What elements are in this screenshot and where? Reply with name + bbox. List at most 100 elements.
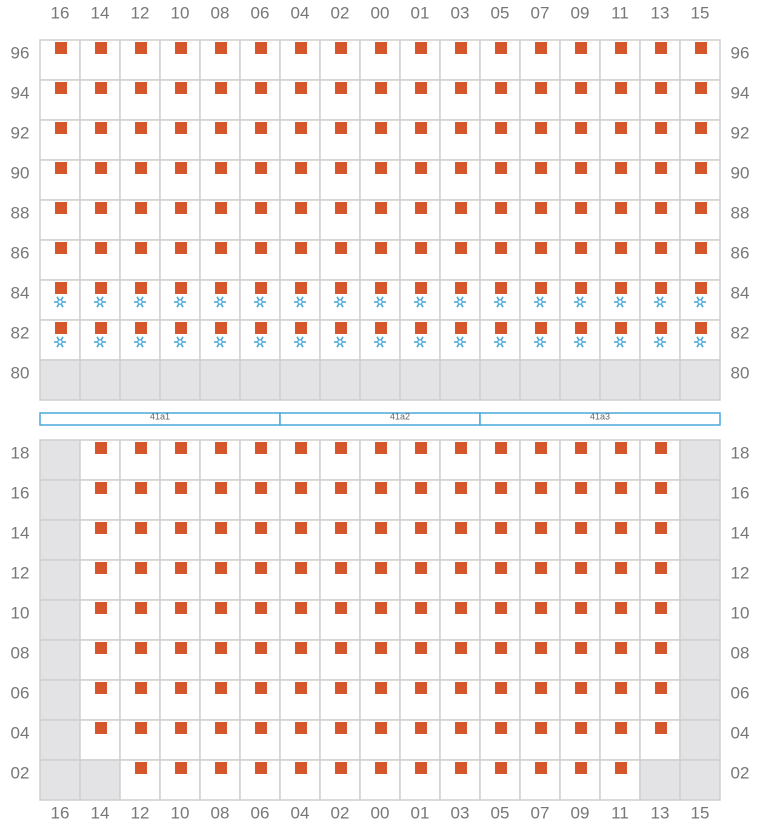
- container: [295, 482, 307, 494]
- slot: [79, 759, 121, 801]
- container: [95, 322, 107, 334]
- container: [215, 522, 227, 534]
- container: [375, 162, 387, 174]
- container: [255, 482, 267, 494]
- reefer-dot: [177, 299, 183, 305]
- container: [95, 82, 107, 94]
- row-label: 82: [11, 323, 30, 342]
- slot: [679, 39, 721, 81]
- container: [295, 82, 307, 94]
- container: [655, 682, 667, 694]
- container: [455, 282, 467, 294]
- slot: [119, 599, 161, 641]
- reefer-dot: [137, 339, 143, 345]
- container: [375, 762, 387, 774]
- row-label: 86: [11, 243, 30, 262]
- slot: [399, 359, 441, 401]
- container: [295, 682, 307, 694]
- row-label: 18: [11, 443, 30, 462]
- container: [535, 442, 547, 454]
- container: [535, 162, 547, 174]
- reefer-icon: [494, 296, 506, 308]
- slot: [39, 639, 81, 681]
- row-label: 02: [731, 763, 750, 782]
- container: [295, 442, 307, 454]
- column-label: 11: [611, 803, 629, 822]
- container: [535, 522, 547, 534]
- container: [535, 42, 547, 54]
- container: [575, 282, 587, 294]
- container: [495, 562, 507, 574]
- container: [375, 122, 387, 134]
- container: [295, 322, 307, 334]
- reefer-dot: [417, 299, 423, 305]
- container: [535, 722, 547, 734]
- container: [375, 442, 387, 454]
- container: [375, 682, 387, 694]
- container: [535, 122, 547, 134]
- container: [615, 602, 627, 614]
- container: [95, 482, 107, 494]
- container: [255, 642, 267, 654]
- container: [255, 762, 267, 774]
- container: [135, 762, 147, 774]
- slot: [119, 679, 161, 721]
- container: [335, 162, 347, 174]
- row-label: 06: [11, 683, 30, 702]
- reefer-dot: [617, 339, 623, 345]
- column-label: 15: [691, 3, 710, 22]
- column-label: 16: [51, 3, 70, 22]
- container: [55, 282, 67, 294]
- row-label: 96: [11, 43, 30, 62]
- container: [215, 82, 227, 94]
- slot: [639, 359, 681, 401]
- column-label: 13: [651, 3, 670, 22]
- reefer-icon: [334, 336, 346, 348]
- container: [415, 442, 427, 454]
- container: [295, 602, 307, 614]
- container: [215, 682, 227, 694]
- reefer-icon: [334, 296, 346, 308]
- container: [175, 282, 187, 294]
- row-label: 04: [731, 723, 750, 742]
- reefer-icon: [54, 336, 66, 348]
- container: [415, 242, 427, 254]
- container: [135, 282, 147, 294]
- column-label: 14: [91, 803, 110, 822]
- reefer-icon: [94, 336, 106, 348]
- container: [455, 122, 467, 134]
- container: [455, 602, 467, 614]
- container: [615, 722, 627, 734]
- container: [375, 322, 387, 334]
- container: [335, 642, 347, 654]
- reefer-dot: [337, 339, 343, 345]
- slot: [39, 439, 81, 481]
- reefer-icon: [254, 296, 266, 308]
- container: [615, 282, 627, 294]
- row-label: 88: [11, 203, 30, 222]
- container: [255, 602, 267, 614]
- reefer-dot: [457, 339, 463, 345]
- container: [415, 522, 427, 534]
- container: [135, 722, 147, 734]
- container: [215, 202, 227, 214]
- column-label: 09: [571, 803, 590, 822]
- row-label: 16: [731, 483, 750, 502]
- reefer-icon: [454, 296, 466, 308]
- container: [215, 282, 227, 294]
- column-label: 12: [131, 3, 150, 22]
- container: [695, 322, 707, 334]
- container: [615, 322, 627, 334]
- container: [95, 442, 107, 454]
- container: [495, 682, 507, 694]
- hatch-cover: [479, 412, 721, 426]
- row-label: 80: [11, 363, 30, 382]
- reefer-dot: [697, 299, 703, 305]
- row-label: 06: [731, 683, 750, 702]
- container: [215, 482, 227, 494]
- container: [415, 762, 427, 774]
- container: [295, 762, 307, 774]
- container: [215, 442, 227, 454]
- container: [135, 522, 147, 534]
- reefer-icon: [414, 296, 426, 308]
